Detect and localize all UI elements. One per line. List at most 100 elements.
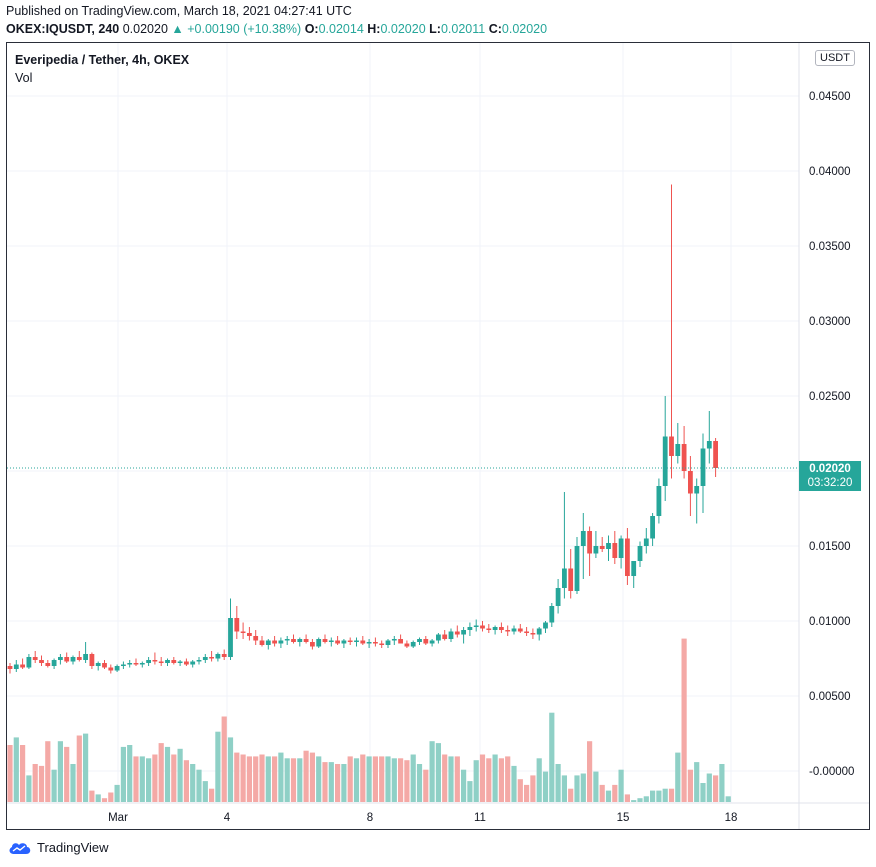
volume-bar [64,746,70,802]
candle-body [139,663,145,665]
volume-bar [410,754,416,802]
candle-body [202,657,208,660]
candle-body [391,639,397,641]
candle-body [102,663,107,668]
candle-body [190,661,196,665]
volume-bar [612,784,618,802]
candle-body [385,640,391,645]
candle-body [209,657,214,659]
volume-bar [57,741,63,802]
candle-body [297,639,303,642]
volume-bar [183,760,189,802]
volume-bar [561,775,567,802]
last-price-tag: 0.02020 03:32:20 [799,461,861,491]
candle-body [373,642,378,644]
candle-body [398,639,403,644]
volume-bar [240,754,246,802]
volume-bar [20,745,26,802]
volume-bar [353,758,360,802]
footer-label: TradingView [37,840,109,855]
volume-bar [114,784,120,802]
y-tick-label: 0.02500 [809,391,851,403]
volume-bar [662,788,668,802]
volume-bar [549,712,555,802]
x-tick-label: 8 [367,812,373,824]
candle-body [51,660,57,666]
volume-bar [215,731,221,802]
volume-bar [284,758,290,802]
candle-body [310,642,315,647]
candle-body [580,531,586,546]
x-tick-label: Mar [108,812,128,824]
volume-bar [297,758,303,802]
volume-bar [530,775,536,802]
candle-body [284,639,290,641]
y-tick-label: 0.00500 [809,691,851,703]
candle-body [410,642,416,647]
volume-bar [328,762,334,802]
grid-lines [7,43,799,803]
candle-body [505,630,511,632]
candle-body [706,441,712,449]
candle-body [272,640,277,644]
high-label: H: [367,22,381,36]
y-tick-label: 0.03500 [809,241,851,253]
volume-bar [372,756,378,802]
currency-button[interactable]: USDT [815,50,855,66]
candle-body [656,486,662,516]
candle-body [76,657,82,660]
candle-body [713,441,718,468]
volume-bar [700,783,706,802]
volume-bar [290,758,297,802]
candle-body [662,436,668,486]
candle-body [511,628,517,632]
candle-body [486,628,492,630]
volume-bar [668,788,675,802]
volume-bar [38,765,45,802]
volume-bar [706,773,712,802]
volume-bar [713,775,719,802]
candle-body [240,631,246,633]
candle-body [265,640,271,645]
volume-bar [694,762,700,802]
volume-bar [467,781,473,802]
volume-bar [643,796,649,802]
candle-body [631,561,637,576]
volume-bar [171,754,177,802]
x-tick-label: 15 [617,812,630,824]
volume-bar [442,754,448,802]
volume-bar [127,745,133,802]
candles [7,184,718,674]
volume-bar [574,775,580,802]
volume-bar [76,735,82,802]
open-value: 0.02014 [318,22,364,36]
volume-bar [423,769,429,802]
candle-body [45,663,51,666]
volume-bar [593,771,599,802]
volume-bar [246,756,252,802]
candle-body [228,618,233,657]
footer-brand[interactable]: TradingView [8,840,109,855]
candle-body [146,660,151,663]
volume-bar [259,754,265,802]
candle-body [524,631,529,633]
x-tick-label: 4 [224,812,231,824]
volume-bar [133,756,139,802]
volume-bar [7,745,13,802]
candle-body [562,568,567,588]
candle-body [196,660,202,662]
open-label: O: [304,22,319,36]
volume-bar [101,798,108,802]
volume-bar [675,752,681,802]
volume-bar [139,756,145,802]
volume-bar [51,769,57,802]
volume-bar [587,741,593,802]
volume-bar [473,760,479,802]
volume-bar [454,756,460,802]
volume-bar [404,760,410,802]
volume-bar [164,746,171,802]
candle-body [473,625,479,627]
candle-body [650,516,655,539]
volume-bar [152,754,158,802]
